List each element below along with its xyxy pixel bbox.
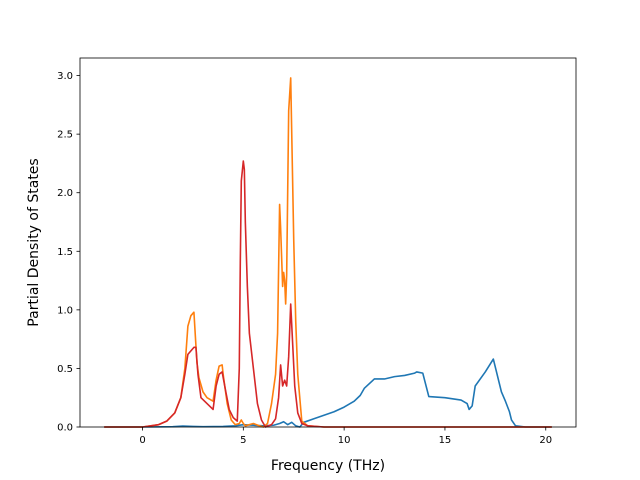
plot-area-frame xyxy=(79,57,577,428)
y-tick-label: 0.0 xyxy=(57,423,73,434)
y-axis-label: Partial Density of States xyxy=(26,158,42,326)
y-tick-label: 2.5 xyxy=(57,130,73,141)
x-tick-label: 20 xyxy=(539,435,552,446)
series-layer xyxy=(104,77,552,428)
x-tick-label: 10 xyxy=(338,435,351,446)
y-tick-label: 1.0 xyxy=(57,305,73,316)
y-tick-label: 2.0 xyxy=(57,188,73,199)
x-tick-label: 0 xyxy=(139,435,145,446)
series-line-2 xyxy=(104,77,552,428)
y-tick-label: 0.5 xyxy=(57,364,73,375)
y-tick-label: 1.5 xyxy=(57,247,73,258)
y-axis: 0.0 0.5 1.0 1.5 2.0 2.5 3.0 xyxy=(57,71,80,434)
x-tick-label: 15 xyxy=(439,435,452,446)
y-tick-label: 3.0 xyxy=(57,71,73,82)
x-axis: 0 5 10 15 20 xyxy=(139,427,552,446)
x-axis-label: Frequency (THz) xyxy=(271,458,385,474)
series-line-3 xyxy=(104,160,552,428)
x-tick-label: 5 xyxy=(240,435,246,446)
